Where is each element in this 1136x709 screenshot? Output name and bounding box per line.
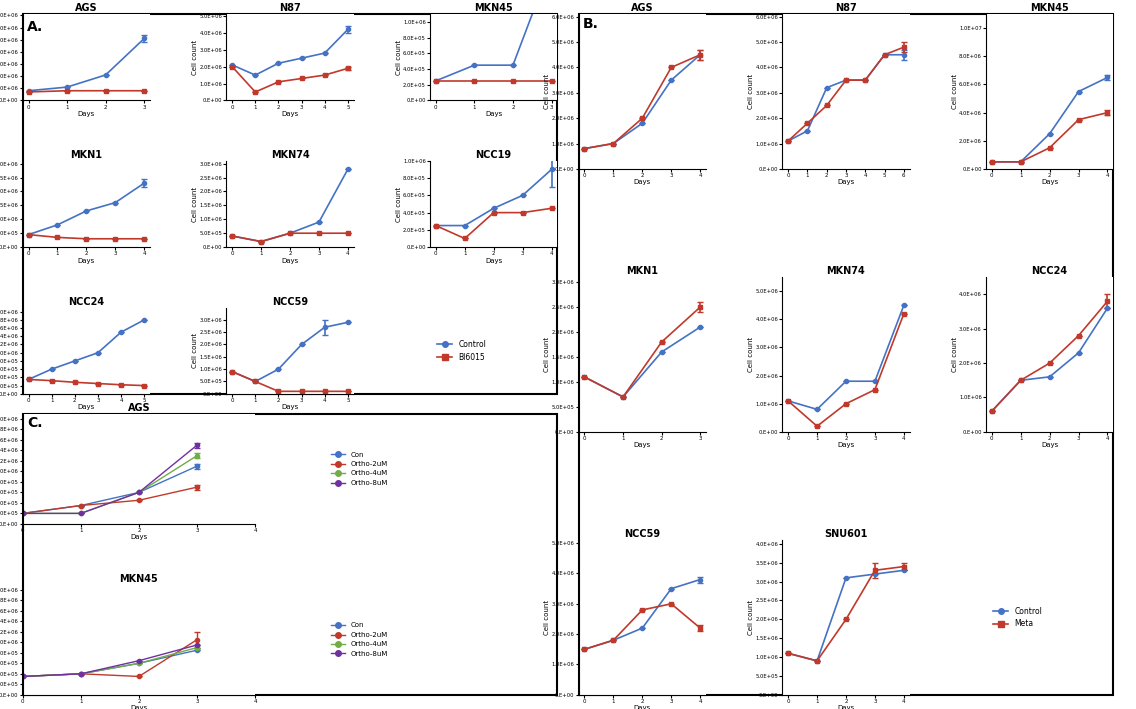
Title: N87: N87: [279, 4, 301, 13]
X-axis label: Days: Days: [77, 111, 95, 117]
Title: AGS: AGS: [630, 4, 653, 13]
Y-axis label: Cell count: Cell count: [952, 74, 958, 109]
Title: NCC24: NCC24: [1031, 267, 1068, 277]
X-axis label: Days: Days: [282, 111, 299, 117]
X-axis label: Days: Days: [282, 257, 299, 264]
X-axis label: Days: Days: [282, 404, 299, 411]
Title: MKN1: MKN1: [626, 267, 659, 277]
Y-axis label: Cell count: Cell count: [192, 333, 198, 368]
Y-axis label: Cell count: Cell count: [544, 337, 550, 372]
Title: MKN45: MKN45: [475, 4, 513, 13]
Title: MKN1: MKN1: [70, 150, 102, 160]
X-axis label: Days: Days: [77, 404, 95, 411]
Text: A.: A.: [27, 20, 43, 34]
X-axis label: Days: Days: [837, 179, 854, 186]
X-axis label: Days: Days: [634, 442, 651, 448]
X-axis label: Days: Days: [1041, 442, 1059, 448]
Title: AGS: AGS: [127, 403, 150, 413]
X-axis label: Days: Days: [485, 111, 502, 117]
Text: B.: B.: [583, 17, 599, 31]
X-axis label: Days: Days: [131, 705, 148, 709]
X-axis label: Days: Days: [634, 705, 651, 709]
Legend: Con, Ortho-2uM, Ortho-4uM, Ortho-8uM: Con, Ortho-2uM, Ortho-4uM, Ortho-8uM: [328, 449, 391, 489]
Title: MKN45: MKN45: [119, 574, 158, 584]
Y-axis label: Cell count: Cell count: [395, 186, 402, 221]
X-axis label: Days: Days: [77, 257, 95, 264]
X-axis label: Days: Days: [837, 442, 854, 448]
Y-axis label: Cell count: Cell count: [747, 600, 754, 635]
X-axis label: Days: Days: [634, 179, 651, 186]
Y-axis label: Cell count: Cell count: [952, 337, 958, 372]
Title: MKN74: MKN74: [827, 267, 866, 277]
Title: NCC59: NCC59: [272, 297, 308, 307]
Title: MKN45: MKN45: [1030, 4, 1069, 13]
Y-axis label: Cell count: Cell count: [544, 74, 550, 109]
Title: NCC19: NCC19: [476, 150, 511, 160]
Y-axis label: Cell count: Cell count: [192, 40, 198, 75]
Title: NCC59: NCC59: [625, 530, 660, 540]
Y-axis label: Cell count: Cell count: [395, 40, 402, 75]
X-axis label: Days: Days: [837, 705, 854, 709]
Legend: Con, Ortho-2uM, Ortho-4uM, Ortho-8uM: Con, Ortho-2uM, Ortho-4uM, Ortho-8uM: [328, 620, 391, 659]
Y-axis label: Cell count: Cell count: [747, 337, 754, 372]
Title: MKN74: MKN74: [270, 150, 309, 160]
Title: AGS: AGS: [75, 4, 98, 13]
Title: SNU601: SNU601: [825, 530, 868, 540]
Y-axis label: Cell count: Cell count: [192, 186, 198, 221]
X-axis label: Days: Days: [1041, 179, 1059, 186]
Legend: Control, BI6015: Control, BI6015: [434, 337, 490, 364]
X-axis label: Days: Days: [131, 535, 148, 540]
Title: N87: N87: [835, 4, 857, 13]
Y-axis label: Cell count: Cell count: [747, 74, 754, 109]
X-axis label: Days: Days: [485, 257, 502, 264]
Text: C.: C.: [27, 416, 43, 430]
Title: NCC24: NCC24: [68, 297, 105, 307]
Legend: Control, Meta: Control, Meta: [989, 603, 1045, 632]
Y-axis label: Cell count: Cell count: [544, 600, 550, 635]
